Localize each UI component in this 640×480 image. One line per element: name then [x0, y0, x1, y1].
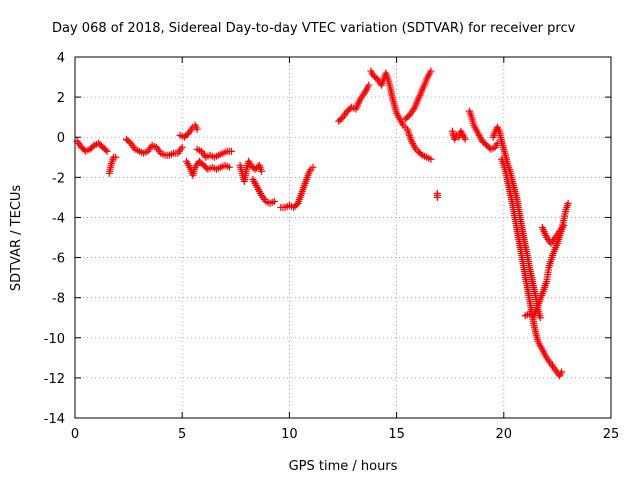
data-point	[309, 163, 317, 171]
chart-title: Day 068 of 2018, Sidereal Day-to-day VTE…	[52, 21, 576, 36]
x-tick-label: 15	[388, 427, 405, 442]
data-point	[417, 150, 425, 158]
data-point	[365, 81, 373, 89]
data-point	[560, 221, 568, 229]
data-point	[461, 135, 469, 143]
grid-lines	[75, 57, 611, 418]
data-point	[103, 147, 111, 155]
x-tick-label: 0	[71, 427, 79, 442]
data-point	[178, 143, 186, 151]
data-points	[73, 67, 572, 380]
y-tick-label: -4	[52, 211, 65, 226]
y-tick-label: -8	[52, 292, 65, 307]
y-tick-label: -14	[44, 412, 65, 427]
y-tick-label: -12	[44, 372, 65, 387]
data-point	[225, 163, 233, 171]
data-point	[433, 193, 441, 201]
x-axis-label: GPS time / hours	[289, 459, 398, 474]
y-tick-label: 4	[57, 51, 65, 66]
data-point	[564, 199, 572, 207]
axis-ticks: 0 5 10 15 20 25 -14 -12 -10 -8 -6 -4 -2 0 2 4	[44, 51, 620, 442]
x-tick-label: 20	[496, 427, 513, 442]
data-point	[536, 314, 544, 322]
data-point	[102, 146, 110, 154]
plot-frame	[74, 56, 612, 419]
data-point	[112, 153, 120, 161]
data-point	[258, 167, 266, 175]
x-tick-label: 25	[603, 427, 620, 442]
data-point	[193, 125, 201, 133]
y-tick-label: 0	[57, 131, 65, 146]
data-point	[427, 67, 435, 75]
data-point	[270, 197, 278, 205]
data-point	[89, 143, 97, 151]
y-axis-label: SDTVAR / TECUs	[9, 185, 24, 292]
y-tick-label: -6	[52, 252, 65, 267]
x-tick-label: 10	[281, 427, 298, 442]
y-tick-label: -10	[44, 332, 65, 347]
data-point	[427, 155, 435, 163]
data-point	[558, 368, 566, 376]
x-tick-label: 5	[178, 427, 186, 442]
y-tick-label: 2	[57, 91, 65, 106]
y-tick-label: -2	[52, 171, 65, 186]
data-point	[228, 147, 236, 155]
